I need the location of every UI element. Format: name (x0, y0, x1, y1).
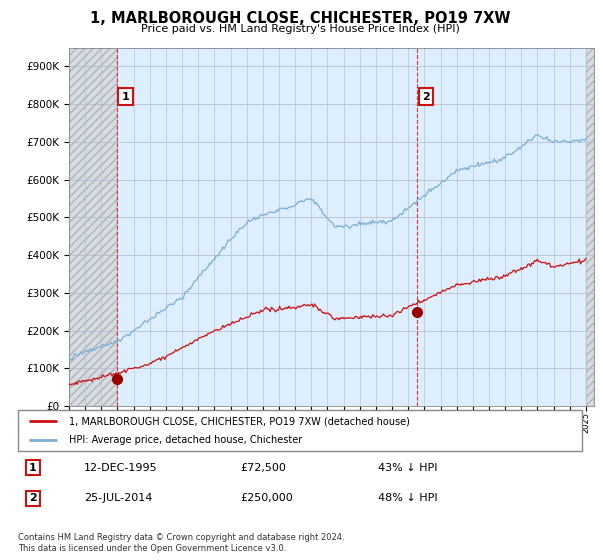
Text: 2: 2 (29, 493, 37, 503)
Text: Contains HM Land Registry data © Crown copyright and database right 2024.
This d: Contains HM Land Registry data © Crown c… (18, 533, 344, 553)
Text: 1, MARLBOROUGH CLOSE, CHICHESTER, PO19 7XW: 1, MARLBOROUGH CLOSE, CHICHESTER, PO19 7… (90, 11, 510, 26)
Text: 25-JUL-2014: 25-JUL-2014 (84, 493, 152, 503)
Text: HPI: Average price, detached house, Chichester: HPI: Average price, detached house, Chic… (69, 435, 302, 445)
Text: 43% ↓ HPI: 43% ↓ HPI (378, 463, 437, 473)
Text: 48% ↓ HPI: 48% ↓ HPI (378, 493, 437, 503)
Text: £72,500: £72,500 (240, 463, 286, 473)
Text: 1: 1 (121, 92, 129, 102)
Text: 12-DEC-1995: 12-DEC-1995 (84, 463, 158, 473)
Text: 2: 2 (422, 92, 430, 102)
Text: 1, MARLBOROUGH CLOSE, CHICHESTER, PO19 7XW (detached house): 1, MARLBOROUGH CLOSE, CHICHESTER, PO19 7… (69, 417, 410, 426)
FancyBboxPatch shape (18, 410, 582, 451)
Text: Price paid vs. HM Land Registry's House Price Index (HPI): Price paid vs. HM Land Registry's House … (140, 24, 460, 34)
Text: £250,000: £250,000 (240, 493, 293, 503)
Text: 1: 1 (29, 463, 37, 473)
